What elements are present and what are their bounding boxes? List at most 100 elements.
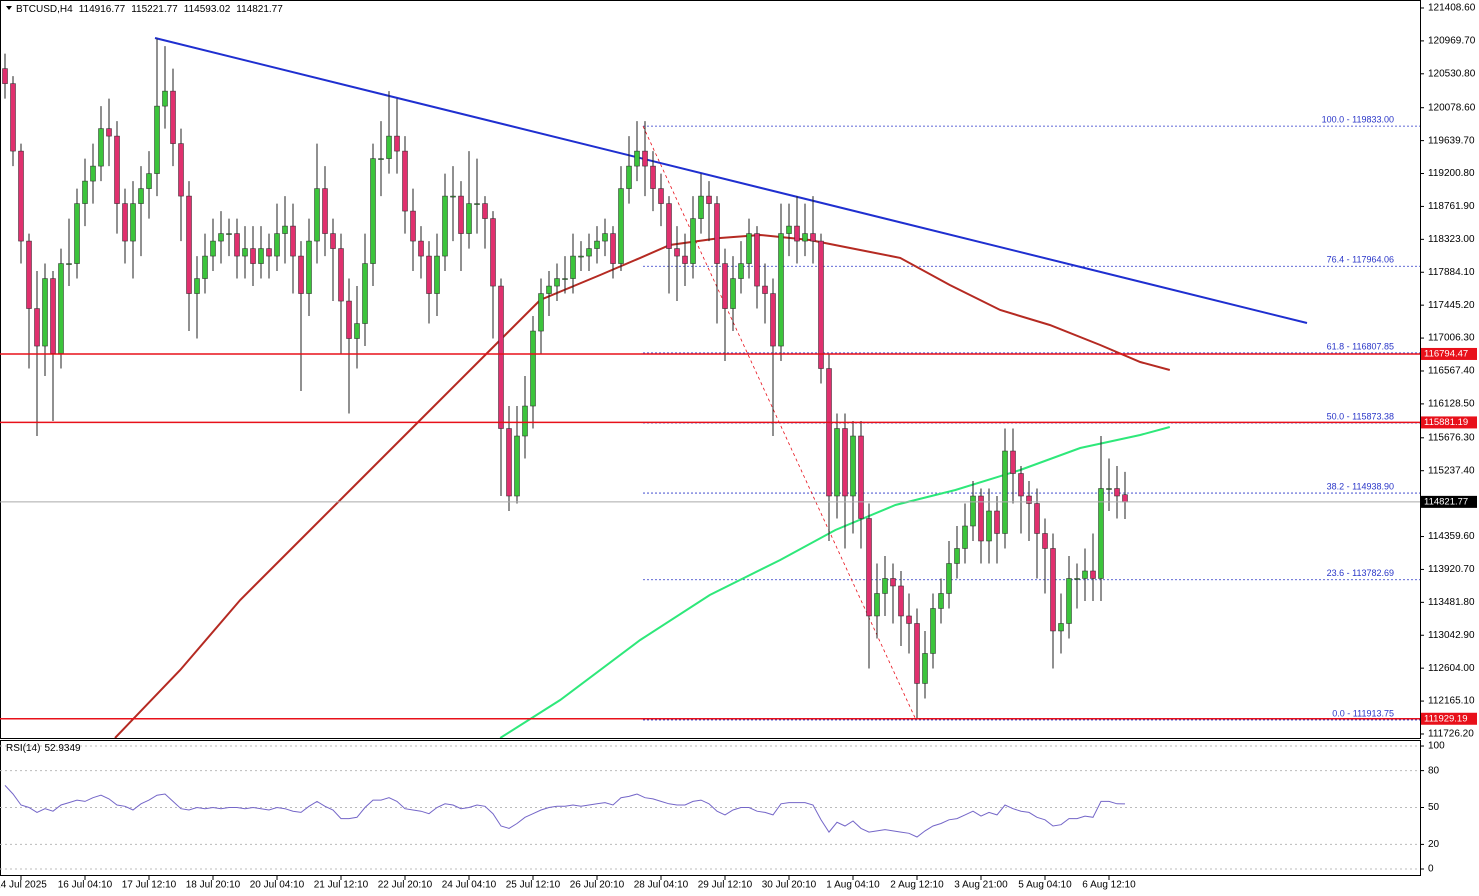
- candle-body: [650, 165, 656, 189]
- x-tick-label: 18 Jul 20:10: [186, 880, 241, 891]
- level-box: [1421, 347, 1477, 360]
- y-tick-label: 113042.90: [1428, 630, 1475, 641]
- header: BTCUSD,H4 114916.77 115221.77 114593.02 1148…: [16, 4, 283, 15]
- y-tick-label: 116567.40: [1428, 366, 1475, 377]
- y-tick-label: 116128.50: [1428, 399, 1475, 410]
- candle-body: [250, 248, 256, 264]
- candle-body: [986, 510, 992, 542]
- candle-body: [434, 255, 440, 294]
- candle-body: [330, 233, 336, 249]
- candle-body: [354, 323, 360, 339]
- y-tick-label: 111726.20: [1428, 729, 1474, 740]
- candle-body: [410, 210, 416, 242]
- candle-body: [538, 293, 544, 332]
- candle-body: [690, 218, 696, 264]
- y-tick-label: 115676.30: [1428, 432, 1475, 443]
- candle-body: [42, 278, 48, 347]
- y-tick-label: 119200.80: [1428, 168, 1475, 179]
- x-tick-label: 29 Jul 12:10: [698, 880, 753, 891]
- candle-body: [106, 128, 112, 137]
- x-tick-label: 17 Jul 12:10: [122, 880, 177, 891]
- candle-body: [482, 203, 488, 219]
- x-tick-label: 5 Aug 04:10: [1018, 880, 1072, 891]
- level-label: 115881.19: [1424, 417, 1468, 428]
- y-tick-label: 118761.90: [1428, 201, 1475, 212]
- x-tick-label: 6 Aug 12:10: [1082, 880, 1136, 891]
- fib-label: 38.2 - 114938.90: [1327, 481, 1394, 491]
- candle-body: [1042, 533, 1048, 549]
- candle-body: [1050, 548, 1056, 632]
- fib-label: 76.4 - 117964.06: [1327, 255, 1394, 265]
- y-tick-label: 120969.70: [1428, 36, 1476, 47]
- rsi-tick-label: 80: [1428, 765, 1440, 776]
- candle-body: [186, 195, 192, 294]
- candle-body: [386, 135, 392, 159]
- candle-body: [818, 240, 824, 369]
- candle-body: [738, 263, 744, 279]
- fib-label: 0.0 - 111913.75: [1332, 708, 1394, 718]
- price-label: 114821.77: [1424, 496, 1468, 507]
- x-tick-label: 16 Jul 04:10: [58, 880, 113, 891]
- rsi-tick-label: 50: [1428, 802, 1440, 813]
- candle-body: [530, 330, 536, 407]
- candle-body: [594, 240, 600, 249]
- x-tick-label: 28 Jul 04:10: [634, 880, 689, 891]
- x-tick-label: 22 Jul 20:10: [378, 880, 433, 891]
- candle-body: [394, 135, 400, 152]
- candle-body: [266, 248, 272, 257]
- candle-body: [66, 263, 72, 265]
- candle-body: [962, 525, 968, 549]
- main-pane: [0, 0, 1421, 739]
- candle-body: [794, 225, 800, 242]
- y-tick-label: 113920.70: [1428, 564, 1475, 575]
- candle-body: [402, 150, 408, 212]
- moving-average: [499, 426, 1171, 738]
- candle-body: [1122, 494, 1128, 503]
- fib-label: 100.0 - 119833.00: [1322, 114, 1394, 124]
- candle-body: [146, 173, 152, 189]
- candle-body: [522, 405, 528, 437]
- candle-body: [546, 285, 552, 294]
- candle-body: [450, 195, 456, 198]
- candle-body: [1090, 570, 1096, 579]
- candle-body: [122, 203, 128, 242]
- candle-body: [170, 90, 176, 144]
- candle-body: [154, 105, 160, 174]
- y-tick-label: 117884.10: [1428, 267, 1475, 278]
- candle-body: [362, 263, 368, 324]
- y-tick-label: 112604.00: [1428, 663, 1475, 674]
- candle-body: [610, 233, 616, 264]
- y-tick-label: 120078.60: [1428, 102, 1476, 113]
- y-tick-label: 114359.60: [1428, 531, 1475, 542]
- candle-body: [730, 278, 736, 309]
- candle-body: [810, 233, 816, 242]
- candle-body: [722, 263, 728, 309]
- x-tick-label: 21 Jul 12:10: [314, 880, 369, 891]
- candle-body: [210, 240, 216, 257]
- candle-body: [426, 255, 432, 294]
- candle-body: [954, 548, 960, 564]
- candle-body: [202, 255, 208, 279]
- candle-body: [578, 255, 584, 258]
- rsi-last: 52.9349: [44, 743, 81, 754]
- candle-body: [754, 233, 760, 287]
- candle-body: [778, 233, 784, 347]
- candle-body: [90, 165, 96, 182]
- candle-body: [18, 150, 24, 242]
- x-tick-label: 14 Jul 2025: [0, 880, 47, 891]
- candle-body: [322, 188, 328, 234]
- y-tick-label: 121408.60: [1428, 3, 1476, 14]
- candle-body: [466, 203, 472, 234]
- candle-body: [162, 90, 168, 107]
- symbol: BTCUSD,H4: [16, 4, 73, 15]
- candle-body: [282, 225, 288, 234]
- y-tick-label: 119639.70: [1428, 135, 1475, 146]
- rsi-tick-label: 100: [1428, 741, 1445, 752]
- candle-body: [226, 233, 232, 235]
- candle-body: [130, 203, 136, 242]
- candle-body: [842, 428, 848, 497]
- rsi-tick-label: 20: [1428, 839, 1440, 850]
- candle-body: [826, 368, 832, 497]
